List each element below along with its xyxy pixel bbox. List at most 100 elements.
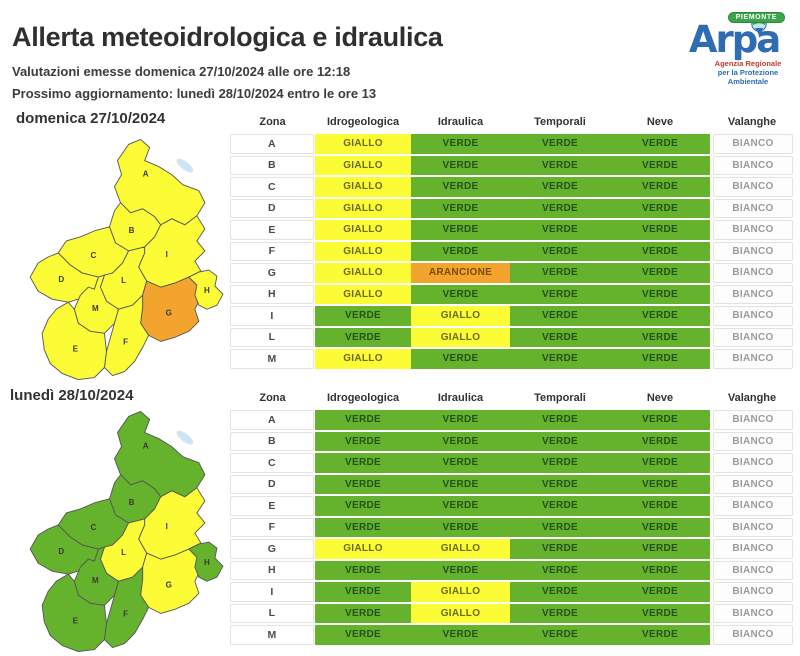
level-cell-bianco: BIANCO bbox=[713, 582, 793, 602]
level-cell-verde: VERDE bbox=[510, 410, 610, 430]
level-cell-bianco: BIANCO bbox=[713, 517, 793, 537]
svg-text:I: I bbox=[166, 250, 168, 259]
level-cell-verde: VERDE bbox=[510, 453, 610, 473]
logo-wordmark: Arpa bbox=[688, 18, 781, 61]
alert-table: Zona Idrogeologica Idraulica Temporali Neve V… bbox=[230, 386, 800, 647]
level-cell-verde: VERDE bbox=[411, 177, 510, 197]
svg-text:B: B bbox=[129, 226, 135, 235]
column-header-neve: Neve bbox=[646, 116, 674, 128]
page-title: Allerta meteoidrologica e idraulica bbox=[12, 22, 443, 52]
level-cell-arancione: ARANCIONE bbox=[411, 263, 510, 283]
level-cell-bianco: BIANCO bbox=[713, 349, 793, 369]
level-cell-verde: VERDE bbox=[510, 306, 610, 326]
svg-text:H: H bbox=[204, 286, 210, 295]
svg-text:B: B bbox=[129, 498, 135, 507]
table-row: B VERDE VERDE VERDE VERDE BIANCO bbox=[230, 431, 800, 451]
level-cell-verde: VERDE bbox=[510, 349, 610, 369]
zone-cell: E bbox=[230, 220, 314, 240]
table-row: E VERDE VERDE VERDE VERDE BIANCO bbox=[230, 496, 800, 516]
level-cell-verde: VERDE bbox=[610, 241, 710, 261]
level-cell-giallo: GIALLO bbox=[315, 177, 411, 197]
table-row: C VERDE VERDE VERDE VERDE BIANCO bbox=[230, 453, 800, 473]
level-cell-verde: VERDE bbox=[315, 625, 411, 645]
level-cell-verde: VERDE bbox=[315, 603, 411, 623]
svg-text:C: C bbox=[90, 251, 96, 260]
svg-text:L: L bbox=[121, 548, 126, 557]
issued-timestamp: Valutazioni emesse domenica 27/10/2024 a… bbox=[12, 64, 351, 79]
level-cell-verde: VERDE bbox=[610, 198, 710, 218]
level-cell-verde: VERDE bbox=[610, 306, 710, 326]
level-cell-verde: VERDE bbox=[315, 560, 411, 580]
level-cell-verde: VERDE bbox=[315, 474, 411, 494]
column-header-valanghe: Valanghe bbox=[727, 116, 777, 128]
table-body: A GIALLO VERDE VERDE VERDE BIANCO B GIALLO VERDE… bbox=[230, 134, 800, 369]
piemonte-map: A B I C L D M G H F E bbox=[29, 410, 224, 652]
svg-text:F: F bbox=[123, 609, 128, 618]
svg-text:E: E bbox=[73, 616, 79, 625]
level-cell-verde: VERDE bbox=[411, 431, 510, 451]
level-cell-bianco: BIANCO bbox=[713, 263, 793, 283]
level-cell-giallo: GIALLO bbox=[315, 134, 411, 154]
zone-cell: L bbox=[230, 603, 314, 623]
level-cell-verde: VERDE bbox=[610, 134, 710, 154]
svg-text:L: L bbox=[121, 276, 126, 285]
map-zone-f bbox=[103, 294, 150, 376]
level-cell-verde: VERDE bbox=[315, 431, 411, 451]
svg-text:A: A bbox=[143, 442, 149, 451]
zone-cell: L bbox=[230, 327, 314, 347]
level-cell-verde: VERDE bbox=[510, 327, 610, 347]
arpa-logo: PIEMONTE Arpa Agenzia Regionale per la P… bbox=[673, 12, 795, 92]
level-cell-verde: VERDE bbox=[315, 517, 411, 537]
svg-text:A: A bbox=[143, 170, 149, 179]
level-cell-verde: VERDE bbox=[411, 496, 510, 516]
piemonte-banner: PIEMONTE bbox=[727, 12, 785, 23]
level-cell-bianco: BIANCO bbox=[713, 284, 793, 304]
table-row: F VERDE VERDE VERDE VERDE BIANCO bbox=[230, 517, 800, 537]
level-cell-verde: VERDE bbox=[610, 496, 710, 516]
level-cell-bianco: BIANCO bbox=[713, 327, 793, 347]
level-cell-bianco: BIANCO bbox=[713, 177, 793, 197]
level-cell-verde: VERDE bbox=[510, 134, 610, 154]
level-cell-verde: VERDE bbox=[610, 410, 710, 430]
level-cell-verde: VERDE bbox=[411, 198, 510, 218]
level-cell-verde: VERDE bbox=[510, 582, 610, 602]
svg-text:G: G bbox=[166, 308, 172, 317]
level-cell-verde: VERDE bbox=[510, 431, 610, 451]
table-row: G GIALLO ARANCIONE VERDE VERDE BIANCO bbox=[230, 263, 800, 283]
table-row: A VERDE VERDE VERDE VERDE BIANCO bbox=[230, 410, 800, 430]
level-cell-verde: VERDE bbox=[610, 431, 710, 451]
table-row: M GIALLO VERDE VERDE VERDE BIANCO bbox=[230, 349, 800, 369]
level-cell-verde: VERDE bbox=[315, 453, 411, 473]
zone-cell: D bbox=[230, 198, 314, 218]
level-cell-verde: VERDE bbox=[510, 496, 610, 516]
column-header-zona: Zona bbox=[259, 392, 286, 404]
level-cell-giallo: GIALLO bbox=[315, 198, 411, 218]
column-header-valanghe: Valanghe bbox=[727, 392, 777, 404]
logo-subtitle-2: per la Protezione Ambientale bbox=[717, 68, 779, 86]
column-header-temporali: Temporali bbox=[534, 392, 586, 404]
level-cell-giallo: GIALLO bbox=[315, 349, 411, 369]
table-header-row: Zona Idrogeologica Idraulica Temporali Neve V… bbox=[230, 386, 800, 410]
level-cell-giallo: GIALLO bbox=[315, 539, 411, 559]
logo-subtitle-1: Agenzia Regionale bbox=[714, 59, 782, 68]
level-cell-verde: VERDE bbox=[610, 474, 710, 494]
level-cell-verde: VERDE bbox=[610, 155, 710, 175]
table-row: D GIALLO VERDE VERDE VERDE BIANCO bbox=[230, 198, 800, 218]
table-row: I VERDE GIALLO VERDE VERDE BIANCO bbox=[230, 306, 800, 326]
map-zone-h bbox=[188, 269, 224, 310]
level-cell-verde: VERDE bbox=[510, 155, 610, 175]
level-cell-giallo: GIALLO bbox=[411, 327, 510, 347]
svg-text:E: E bbox=[73, 344, 79, 353]
level-cell-verde: VERDE bbox=[610, 603, 710, 623]
zone-cell: C bbox=[230, 453, 314, 473]
map-zone-f bbox=[103, 566, 150, 648]
level-cell-verde: VERDE bbox=[510, 603, 610, 623]
svg-text:F: F bbox=[123, 337, 128, 346]
zone-cell: C bbox=[230, 177, 314, 197]
alert-table: Zona Idrogeologica Idraulica Temporali Neve V… bbox=[230, 110, 800, 371]
level-cell-verde: VERDE bbox=[610, 625, 710, 645]
level-cell-giallo: GIALLO bbox=[411, 582, 510, 602]
column-header-idrogeologica: Idrogeologica bbox=[326, 392, 400, 404]
piemonte-map: A B I C L D M G H F E bbox=[29, 138, 224, 380]
level-cell-verde: VERDE bbox=[411, 155, 510, 175]
